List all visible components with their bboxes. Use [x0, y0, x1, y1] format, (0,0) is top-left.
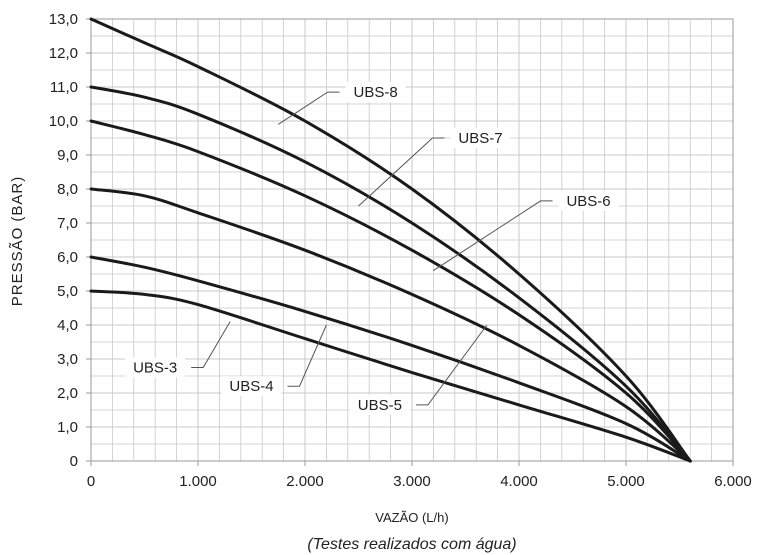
annotation-label-ubs-6: UBS-6 — [566, 193, 610, 210]
y-tick-label: 0 — [70, 453, 78, 470]
x-tick-label: 3.000 — [393, 473, 431, 490]
y-tick-label: 6,0 — [57, 249, 78, 266]
annotation-leader — [415, 324, 488, 406]
curve-annotations: UBS-3 UBS-4 UBS-5 UBS-6 UBS-7 UBS-8 — [125, 82, 619, 415]
y-tick-label: 10,0 — [49, 113, 78, 130]
annotation-label-ubs-3: UBS-3 — [133, 360, 177, 377]
y-tick-label: 9,0 — [57, 147, 78, 164]
annotation-leader — [433, 200, 553, 272]
y-tick-label: 5,0 — [57, 283, 78, 300]
annotation-label-bg — [450, 128, 511, 148]
x-axis-label: VAZÃO (L/h) — [375, 510, 448, 525]
y-tick-label: 11,0 — [50, 79, 78, 96]
annotation-leader — [358, 137, 445, 207]
y-tick-label: 4,0 — [57, 317, 78, 334]
pump-curves — [89, 17, 692, 463]
curve-ubs-6 — [89, 119, 692, 463]
y-tick-label: 7,0 — [57, 215, 78, 232]
chart-caption: (Testes realizados com água) — [307, 536, 516, 553]
x-tick-label: 0 — [87, 473, 95, 490]
y-axis-label: PRESSÃO (BAR) — [9, 176, 26, 307]
y-tick-label: 8,0 — [57, 181, 78, 198]
annotation-label-bg — [345, 82, 406, 103]
annotation-label-bg — [221, 376, 282, 397]
curve-ubs-4 — [89, 255, 692, 463]
y-axis-ticks: 0 1,0 2,0 3,0 4,0 5,0 6,0 7,0 8,0 9,0 10,0 11,0 12,0… — [49, 11, 91, 470]
x-axis-ticks: 0 1.000 2.000 3.000 4.000 5.000 6.000 — [87, 461, 752, 490]
y-tick-label: 3,0 — [57, 351, 78, 368]
x-tick-label: 6.000 — [714, 473, 752, 490]
annotation-label-bg — [558, 190, 619, 211]
annotation-label-ubs-8: UBS-8 — [354, 84, 398, 101]
annotation-leader — [287, 324, 327, 387]
y-tick-label: 2,0 — [57, 385, 78, 402]
annotation-leader — [277, 91, 340, 125]
annotation-label-ubs-7: UBS-7 — [458, 130, 502, 147]
curve-ubs-5 — [89, 187, 692, 463]
y-tick-label: 13,0 — [49, 11, 78, 28]
annotation-label-ubs-4: UBS-4 — [229, 378, 273, 395]
x-tick-label: 2.000 — [286, 473, 324, 490]
annotation-leader — [191, 321, 231, 368]
x-tick-label: 4.000 — [500, 473, 538, 490]
annotation-label-bg — [125, 357, 186, 378]
curve-ubs-8 — [89, 17, 692, 463]
curve-ubs-7 — [89, 85, 692, 463]
annotation-label-ubs-5: UBS-5 — [358, 397, 402, 414]
curve-ubs-3 — [89, 289, 692, 463]
annotation-label-bg — [349, 394, 410, 415]
x-tick-label: 5.000 — [607, 473, 645, 490]
x-tick-label: 1.000 — [179, 473, 217, 490]
y-tick-label: 1,0 — [57, 419, 78, 436]
y-tick-label: 12,0 — [49, 45, 78, 62]
